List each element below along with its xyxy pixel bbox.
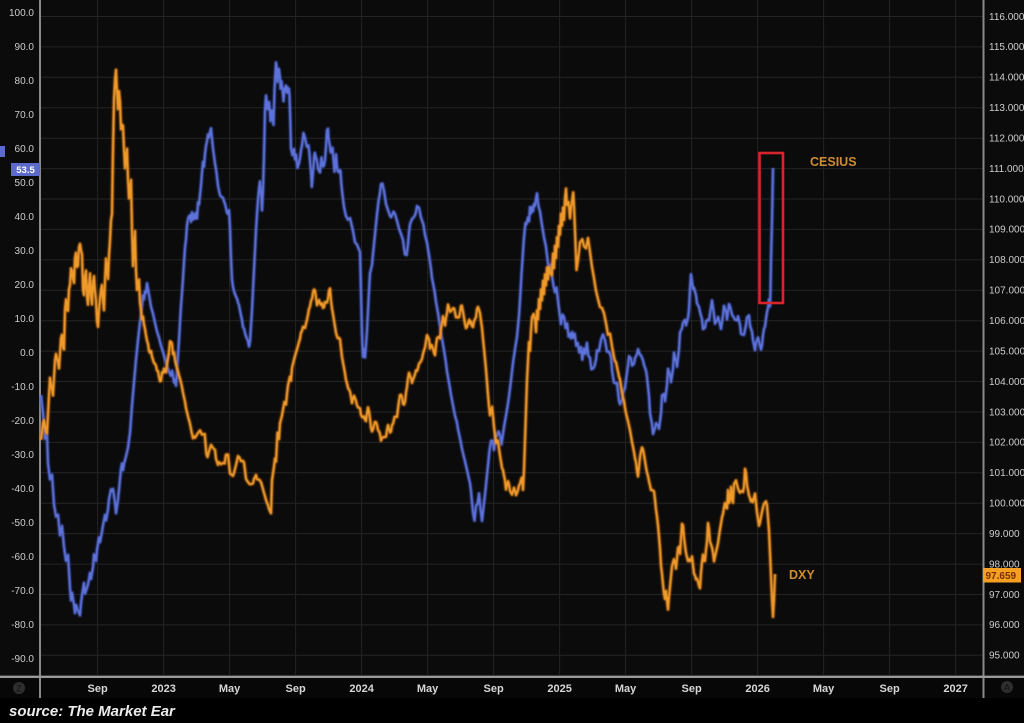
svg-text:-30.0: -30.0 [11,450,34,461]
svg-text:112.000: 112.000 [989,134,1024,145]
svg-text:50.0: 50.0 [15,178,35,189]
svg-text:Sep: Sep [286,683,306,695]
svg-text:113.000: 113.000 [989,103,1024,114]
svg-text:2024: 2024 [349,683,374,695]
svg-text:May: May [813,683,835,695]
svg-text:source: The Market Ear: source: The Market Ear [9,703,176,720]
svg-text:2026: 2026 [745,683,769,695]
svg-text:97.659: 97.659 [986,571,1017,582]
svg-text:70.0: 70.0 [15,110,35,121]
svg-text:Sep: Sep [484,683,504,695]
svg-text:101.000: 101.000 [989,468,1024,479]
svg-text:100.000: 100.000 [989,499,1024,510]
svg-text:116.000: 116.000 [989,12,1024,23]
svg-text:30.0: 30.0 [15,246,35,257]
svg-text:102.000: 102.000 [989,438,1024,449]
svg-text:2027: 2027 [943,683,967,695]
svg-text:-40.0: -40.0 [11,484,34,495]
svg-text:-10.0: -10.0 [11,382,34,393]
svg-text:40.0: 40.0 [15,212,35,223]
svg-text:105.000: 105.000 [989,346,1024,357]
svg-text:114.000: 114.000 [989,73,1024,84]
svg-text:80.0: 80.0 [15,76,35,87]
svg-text:60.0: 60.0 [15,144,35,155]
svg-text:107.000: 107.000 [989,286,1024,297]
svg-text:103.000: 103.000 [989,407,1024,418]
svg-text:111.000: 111.000 [989,164,1024,175]
svg-text:90.0: 90.0 [15,42,35,53]
svg-text:Sep: Sep [682,683,702,695]
svg-text:DXY: DXY [789,568,815,582]
svg-text:CESIUS: CESIUS [810,155,857,169]
svg-text:A: A [1004,683,1010,693]
svg-text:96.000: 96.000 [989,620,1020,631]
svg-text:Z: Z [16,684,22,694]
svg-text:10.0: 10.0 [15,314,35,325]
svg-text:98.000: 98.000 [989,559,1020,570]
svg-text:May: May [417,683,439,695]
svg-text:-50.0: -50.0 [11,518,34,529]
svg-text:2023: 2023 [151,683,175,695]
svg-text:110.000: 110.000 [989,194,1024,205]
svg-text:109.000: 109.000 [989,225,1024,236]
svg-text:108.000: 108.000 [989,255,1024,266]
svg-text:-60.0: -60.0 [11,552,34,563]
svg-text:106.000: 106.000 [989,316,1024,327]
svg-text:95.000: 95.000 [989,651,1020,662]
svg-text:99.000: 99.000 [989,529,1020,540]
svg-text:0.0: 0.0 [20,348,34,359]
svg-text:100.0: 100.0 [9,8,34,19]
svg-text:2025: 2025 [547,683,571,695]
svg-text:Sep: Sep [88,683,108,695]
svg-text:Sep: Sep [880,683,900,695]
svg-text:53.5: 53.5 [16,165,35,176]
svg-text:97.000: 97.000 [989,590,1020,601]
svg-text:20.0: 20.0 [15,280,35,291]
svg-text:-90.0: -90.0 [11,654,34,665]
svg-text:-80.0: -80.0 [11,620,34,631]
svg-text:May: May [615,683,637,695]
svg-text:115.000: 115.000 [989,42,1024,53]
svg-text:May: May [219,683,241,695]
svg-text:104.000: 104.000 [989,377,1024,388]
svg-text:-20.0: -20.0 [11,416,34,427]
svg-text:-70.0: -70.0 [11,586,34,597]
